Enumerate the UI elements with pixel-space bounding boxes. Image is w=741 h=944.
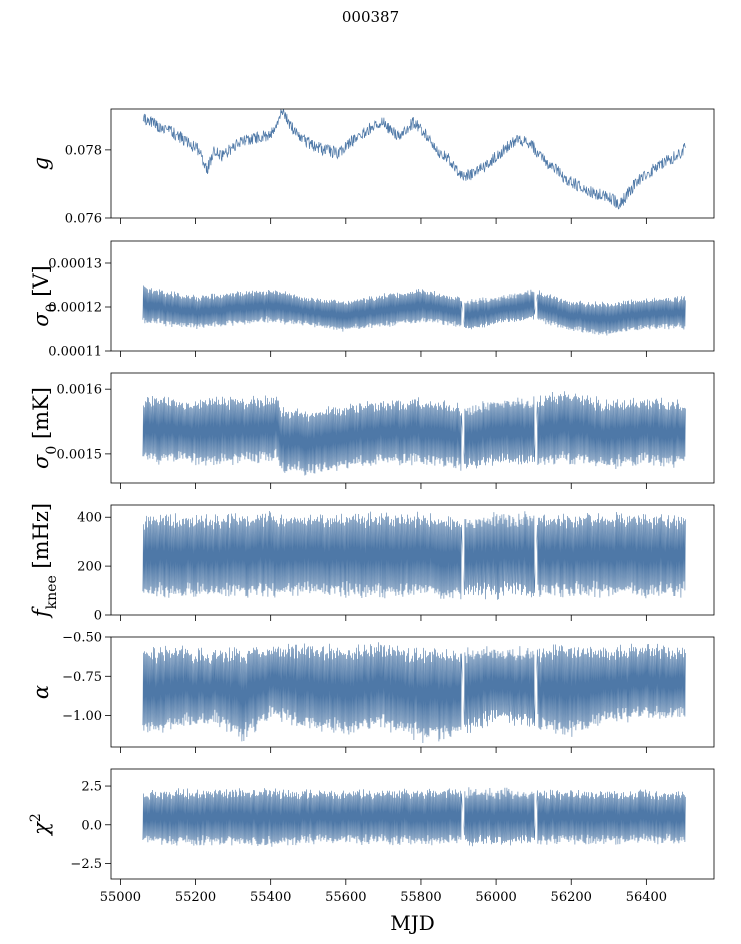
y-tick-label: 0.00011 xyxy=(48,345,102,360)
y-axis-label-part: [mHz] xyxy=(29,503,53,575)
y-tick-label: −2.5 xyxy=(70,857,102,872)
series-g xyxy=(142,109,686,210)
y-tick-label: 0 xyxy=(94,609,102,624)
x-tick-label: 55000 xyxy=(100,890,141,905)
data-band xyxy=(142,510,686,600)
y-tick-label: 0.078 xyxy=(65,143,102,158)
y-tick-label: −0.50 xyxy=(62,631,102,646)
y-tick-label: 0.0016 xyxy=(57,383,103,398)
y-axis-label-part: α xyxy=(29,685,53,699)
y-axis-label-part: 0 xyxy=(44,446,60,455)
data-band xyxy=(142,642,686,744)
y-axis-label-part: f xyxy=(29,606,53,619)
y-tick-label: 200 xyxy=(77,560,102,575)
series-sigma0_mK xyxy=(142,373,686,483)
x-tick-label: 55200 xyxy=(175,890,216,905)
y-tick-label: 0.00013 xyxy=(48,257,102,272)
axes-frame xyxy=(110,372,715,484)
y-axis-label-part: σ xyxy=(29,454,53,469)
panel-g: 0.076 0.078 g xyxy=(29,108,715,227)
x-tick-label: 55800 xyxy=(400,890,441,905)
y-axis-label: σ0 [mK] xyxy=(29,387,60,469)
series-fknee xyxy=(142,505,686,615)
y-tick-label: 0.0 xyxy=(81,818,102,833)
axes-frame xyxy=(110,504,715,616)
x-axis-label: MJD xyxy=(390,911,435,935)
data-line xyxy=(142,109,686,210)
panel-chi2: −2.5 0.0 2.5 55000 55200 55400 55600 55800 56000… xyxy=(28,768,715,935)
y-axis-label-part: χ xyxy=(29,821,53,837)
y-axis-label-part: g xyxy=(29,157,53,170)
axes-frame xyxy=(110,240,715,352)
data-band xyxy=(142,285,686,336)
axes-frame xyxy=(110,108,715,219)
y-axis-label-part: σ xyxy=(29,312,53,327)
y-axis-label: fknee [mHz] xyxy=(29,503,60,619)
y-tick-label: 2.5 xyxy=(81,780,102,795)
panel-alpha: −1.00 −0.75 −0.50 α xyxy=(29,631,715,753)
series-chi2 xyxy=(142,769,686,879)
y-axis-label: α xyxy=(29,685,53,699)
x-tick-label: 56400 xyxy=(626,890,667,905)
x-tick-label: 55600 xyxy=(325,890,366,905)
y-axis-label: χ2 xyxy=(28,813,53,837)
axes-frame xyxy=(110,636,715,748)
y-axis-label-part: [mK] xyxy=(29,387,53,446)
series-sigma0_V xyxy=(142,241,686,351)
y-axis-label-part: 2 xyxy=(28,813,44,822)
y-axis-label-part: [V] xyxy=(29,265,53,303)
y-tick-label: 400 xyxy=(77,511,102,526)
y-tick-label: −0.75 xyxy=(62,670,102,685)
data-band xyxy=(142,787,686,847)
y-tick-label: 0.076 xyxy=(65,212,102,227)
y-tick-label: −1.00 xyxy=(62,709,102,724)
figure-title: 000387 xyxy=(341,8,400,26)
y-tick-label: 0.00012 xyxy=(48,301,102,316)
y-axis-label-part: 0 xyxy=(44,303,60,312)
x-tick-label: 56200 xyxy=(551,890,592,905)
x-tick-label: 55400 xyxy=(250,890,291,905)
panel-fknee: 0 200 400 fknee [mHz] xyxy=(29,503,715,624)
y-axis-label: g xyxy=(29,157,53,170)
x-tick-label: 56000 xyxy=(475,890,516,905)
data-band xyxy=(142,391,686,476)
series-alpha xyxy=(142,637,686,747)
y-tick-label: 0.0015 xyxy=(57,447,103,462)
axes-frame xyxy=(110,768,715,880)
y-axis-label-part: knee xyxy=(44,575,60,609)
y-axis-label: σ0 [V] xyxy=(29,265,60,327)
